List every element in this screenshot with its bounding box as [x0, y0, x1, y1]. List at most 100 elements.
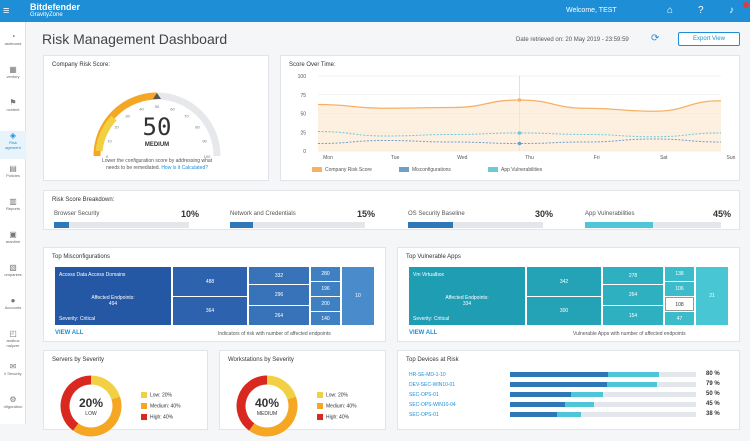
sidebar-item[interactable]: ✉ il Security — [0, 362, 26, 390]
sidebar-item[interactable]: ◔ ashboard — [0, 32, 26, 60]
treemap-tile[interactable]: 108 — [665, 297, 694, 311]
sidebar-item[interactable]: ◈ Risk agement — [0, 131, 26, 159]
menu-icon[interactable]: ≡ — [3, 5, 10, 17]
treemap-tile[interactable]: 47 — [665, 312, 694, 325]
export-view-button[interactable]: Export View — [678, 32, 740, 46]
accounts-icon: ● — [10, 296, 16, 305]
gauge-pointer — [153, 93, 161, 99]
gauge-fill-low — [95, 115, 117, 152]
quarantine-icon: ▣ — [9, 230, 17, 239]
tile-value: 138 — [675, 271, 684, 277]
tile-value: 364 — [205, 308, 215, 314]
treemap-tile[interactable]: 280 — [311, 267, 340, 281]
treemap-main-tile[interactable]: Access Data Access Domains Affected Endp… — [55, 267, 171, 325]
sidebar-item[interactable]: ◰ andbox nalyzer — [0, 329, 26, 357]
top-bar: ≡ Bitdefender GravityZone Welcome, TEST … — [0, 0, 750, 22]
device-link[interactable]: SEC-OPS-01 — [409, 412, 439, 418]
legend-swatch — [312, 167, 322, 173]
treemap-tile[interactable]: 264 — [249, 306, 309, 325]
x-tick-label: Wed — [457, 155, 467, 161]
companies-icon: ▧ — [9, 263, 17, 272]
tile-value: 264 — [274, 312, 284, 319]
breakdown-track — [54, 222, 189, 228]
view-all-link[interactable]: VIEW ALL — [409, 330, 438, 336]
sidebar-item-label: Accounts — [4, 305, 22, 310]
top-devices-card: Top Devices at Risk — [397, 350, 740, 430]
sidebar-item[interactable]: ▣ arantine — [0, 230, 26, 258]
treemap-tile[interactable]: 264 — [603, 285, 663, 305]
treemap-tile[interactable]: 196 — [311, 282, 340, 296]
treemap-tile[interactable]: 140 — [311, 312, 340, 325]
device-bar-primary — [510, 392, 572, 397]
brand-logo[interactable]: Bitdefender GravityZone — [30, 3, 80, 19]
how-calculated-link[interactable]: How is it Calculated? — [161, 165, 208, 171]
home-icon[interactable]: ⌂ — [667, 5, 674, 16]
treemap-tile[interactable]: 21 — [696, 267, 728, 325]
treemap-tile[interactable]: 138 — [665, 267, 694, 281]
tile-affected-label: Affected Endpoints: — [445, 295, 489, 301]
sidebar-item[interactable]: ⚑ ncident — [0, 98, 26, 126]
sidebar-item[interactable]: ▤ Policies — [0, 164, 26, 192]
donut-segment — [60, 375, 92, 431]
bell-icon[interactable]: ♪ — [729, 5, 734, 16]
device-link[interactable]: HR-SE-MD-1-10 — [409, 372, 446, 378]
device-bar-secondary — [571, 392, 603, 397]
risk-note-1: Lower the configuration score by address… — [101, 158, 213, 164]
x-tick-label: Tue — [391, 155, 400, 161]
view-all-link[interactable]: VIEW ALL — [55, 330, 84, 336]
treemap-tile[interactable]: 300 — [527, 297, 601, 325]
treemap-tile[interactable]: 296 — [249, 285, 309, 305]
treemap-tile[interactable]: 200 — [311, 297, 340, 311]
refresh-icon[interactable]: ⟳ — [651, 33, 660, 44]
sidebar-item[interactable]: ▧ ompanies — [0, 263, 26, 291]
sidebar-item-label: nfiguration — [3, 404, 23, 409]
treemap-caption: Vulnerable Apps with number of affected … — [573, 331, 686, 337]
device-link[interactable]: DEV-SEC-WIN10-01 — [409, 382, 456, 388]
treemap-tile[interactable]: 154 — [603, 306, 663, 325]
device-bar-primary — [510, 372, 609, 377]
breakdown-fill — [585, 222, 653, 228]
sidebar-item-label: ompanies — [4, 272, 22, 277]
y-tick-label: 25 — [300, 130, 306, 136]
treemap-tile[interactable]: 364 — [173, 297, 247, 325]
treemap-tile[interactable]: 106 — [665, 282, 694, 296]
treemap-tile[interactable]: 332 — [249, 267, 309, 284]
breakdown-pct: 45% — [712, 209, 731, 219]
treemap-tile[interactable]: 342 — [527, 267, 601, 296]
tile-value: 296 — [274, 292, 284, 298]
device-link[interactable]: SEC-OPS-01 — [409, 392, 439, 398]
tile-affected-label: Affected Endpoints: — [91, 295, 135, 301]
date-retrieved: Date retrieved on: 20 May 2019 - 23:59:5… — [516, 37, 629, 43]
risk-level: MEDIUM — [144, 142, 170, 148]
sidebar-item[interactable]: ▦ ventory — [0, 65, 26, 93]
treemap-tile[interactable]: 488 — [173, 267, 247, 296]
device-bar-secondary — [565, 402, 594, 407]
treemap-tile[interactable]: 278 — [603, 267, 663, 284]
risk-icon: ◈ — [9, 131, 17, 140]
welcome-user-menu[interactable]: Welcome, TEST — [566, 7, 617, 14]
help-icon[interactable]: ? — [698, 5, 704, 16]
sidebar-item[interactable]: ● Accounts — [0, 296, 26, 324]
gauge-tick-label: 70 — [184, 114, 189, 119]
treemap-main-tile[interactable]: Vm Virtualbox Affected Endpoints: 334 Se… — [409, 267, 525, 325]
tile-value: 106 — [675, 286, 684, 292]
gauge-tick-label: 100 — [204, 154, 211, 159]
breakdown-label: App Vulnerabilities — [585, 211, 635, 217]
gauge-tick-label: 60 — [170, 106, 175, 111]
legend-item: App Vulnerabilities — [488, 167, 542, 173]
servers-pct: 20% — [78, 396, 104, 410]
breakdown-fill — [408, 222, 453, 228]
breakdown-track — [585, 222, 721, 228]
device-bar-secondary — [556, 412, 581, 417]
tile-value: 140 — [321, 315, 330, 322]
treemap-tile[interactable]: 10 — [342, 267, 374, 325]
device-bar — [510, 382, 696, 387]
sidebar-item[interactable]: ⚙ nfiguration — [0, 395, 26, 423]
sidebar-item-label: arantine — [5, 239, 21, 244]
tile-value: 280 — [321, 271, 330, 277]
risk-score-value: 50 — [142, 113, 172, 141]
brand-name: Bitdefender — [30, 2, 81, 12]
incident-icon: ⚑ — [9, 98, 17, 107]
sidebar-item[interactable]: ▥ Reports — [0, 197, 26, 225]
device-link[interactable]: SEC-OPS-WIN10-04 — [409, 402, 456, 408]
